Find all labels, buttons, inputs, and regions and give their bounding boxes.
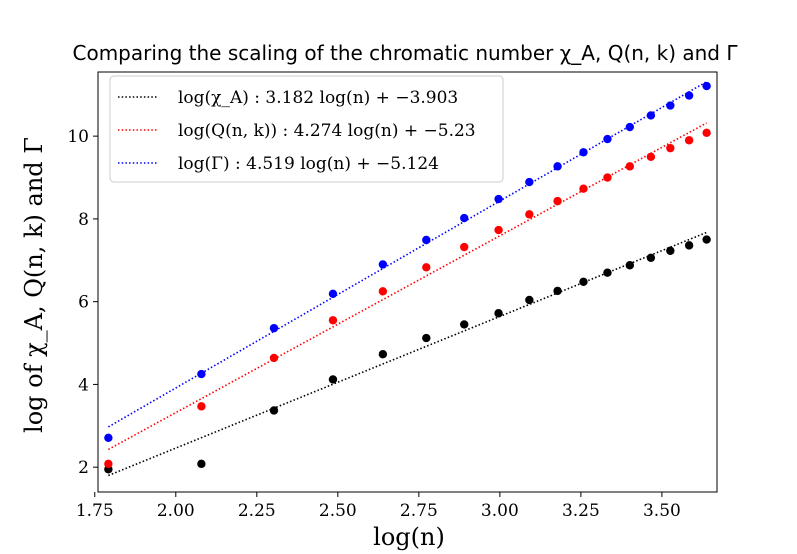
- x-tick-label: 2.25: [238, 501, 276, 521]
- point-qnk: [646, 152, 656, 162]
- point-chia: [422, 333, 431, 343]
- point-qnk: [553, 196, 562, 206]
- data-points: [104, 81, 711, 474]
- fit-line-qnk: [107, 122, 708, 451]
- x-tick-label: 3.25: [562, 501, 600, 521]
- x-tick-label: 2.00: [157, 501, 195, 521]
- point-gamma: [553, 162, 562, 171]
- point-qnk: [494, 225, 503, 235]
- point-chia: [378, 350, 388, 359]
- point-gamma: [646, 111, 656, 120]
- fit-line-gamma: [107, 80, 708, 428]
- x-axis: 1.75 2.00 2.25 2.50 2.75 3.00 3.25 3.50: [76, 492, 681, 521]
- point-qnk: [525, 210, 534, 219]
- point-chia: [666, 246, 675, 255]
- point-qnk: [328, 316, 338, 325]
- point-gamma: [666, 101, 675, 110]
- point-qnk: [460, 242, 469, 252]
- point-qnk: [702, 128, 711, 138]
- point-gamma: [422, 235, 431, 245]
- point-chia: [603, 268, 612, 277]
- legend-label: log(Q(n, k)) : 4.274 log(n) + −5.23: [178, 121, 476, 141]
- fit-lines: [107, 80, 708, 477]
- point-chia: [460, 320, 469, 329]
- chart-title: Comparing the scaling of the chromatic n…: [73, 41, 739, 65]
- point-qnk: [269, 353, 279, 363]
- point-chia: [328, 375, 338, 384]
- point-chia: [702, 235, 711, 244]
- plot-area: 1.75 2.00 2.25 2.50 2.75 3.00 3.25 3.50 2 4 6 8 10: [67, 71, 718, 521]
- y-tick-label: 10: [67, 127, 89, 147]
- legend-label: log(Γ) : 4.519 log(n) + −5.124: [178, 154, 439, 174]
- point-gamma: [603, 134, 612, 144]
- point-chia: [684, 241, 694, 250]
- legend: log(χ_A) : 3.182 log(n) + −3.903 log(Q(n,…: [109, 75, 504, 183]
- point-qnk: [378, 287, 388, 296]
- point-chia: [646, 253, 656, 262]
- point-chia: [525, 295, 534, 305]
- point-gamma: [104, 433, 113, 442]
- x-tick-label: 2.75: [400, 501, 438, 521]
- point-gamma: [579, 148, 588, 157]
- y-axis-label: log of χ_A, Q(n, k) and Γ: [20, 137, 48, 433]
- x-tick-label: 2.50: [319, 501, 357, 521]
- y-tick-label: 6: [78, 293, 89, 313]
- point-gamma: [494, 194, 503, 204]
- point-gamma: [625, 122, 635, 132]
- point-gamma: [197, 369, 206, 379]
- point-chia: [494, 309, 503, 318]
- y-tick-label: 2: [78, 458, 89, 478]
- x-tick-label: 3.50: [643, 501, 681, 521]
- point-chia: [197, 459, 206, 469]
- point-qnk: [625, 162, 635, 171]
- point-chia: [269, 406, 279, 415]
- y-tick-label: 8: [78, 210, 89, 230]
- point-qnk: [422, 263, 431, 272]
- plot-frame: [97, 71, 718, 493]
- point-qnk: [104, 459, 113, 469]
- x-tick-label: 1.75: [76, 501, 114, 521]
- x-tick-label: 3.00: [481, 501, 519, 521]
- y-axis: 2 4 6 8 10: [67, 127, 98, 478]
- point-gamma: [378, 260, 388, 269]
- point-qnk: [579, 184, 588, 193]
- point-qnk: [666, 143, 675, 153]
- point-gamma: [328, 289, 338, 298]
- point-qnk: [197, 402, 206, 411]
- fit-line-chia: [108, 231, 707, 477]
- x-axis-label: log(n): [373, 523, 445, 551]
- point-gamma: [684, 91, 694, 100]
- point-chia: [579, 277, 588, 286]
- point-gamma: [525, 177, 534, 187]
- point-chia: [625, 261, 635, 270]
- legend-box: [109, 75, 504, 183]
- point-gamma: [269, 323, 279, 333]
- point-gamma: [702, 81, 711, 91]
- point-qnk: [603, 173, 612, 182]
- point-chia: [553, 286, 562, 296]
- y-tick-label: 4: [78, 375, 89, 395]
- legend-label: log(χ_A) : 3.182 log(n) + −3.903: [178, 88, 458, 108]
- point-gamma: [460, 213, 469, 223]
- point-qnk: [684, 136, 694, 145]
